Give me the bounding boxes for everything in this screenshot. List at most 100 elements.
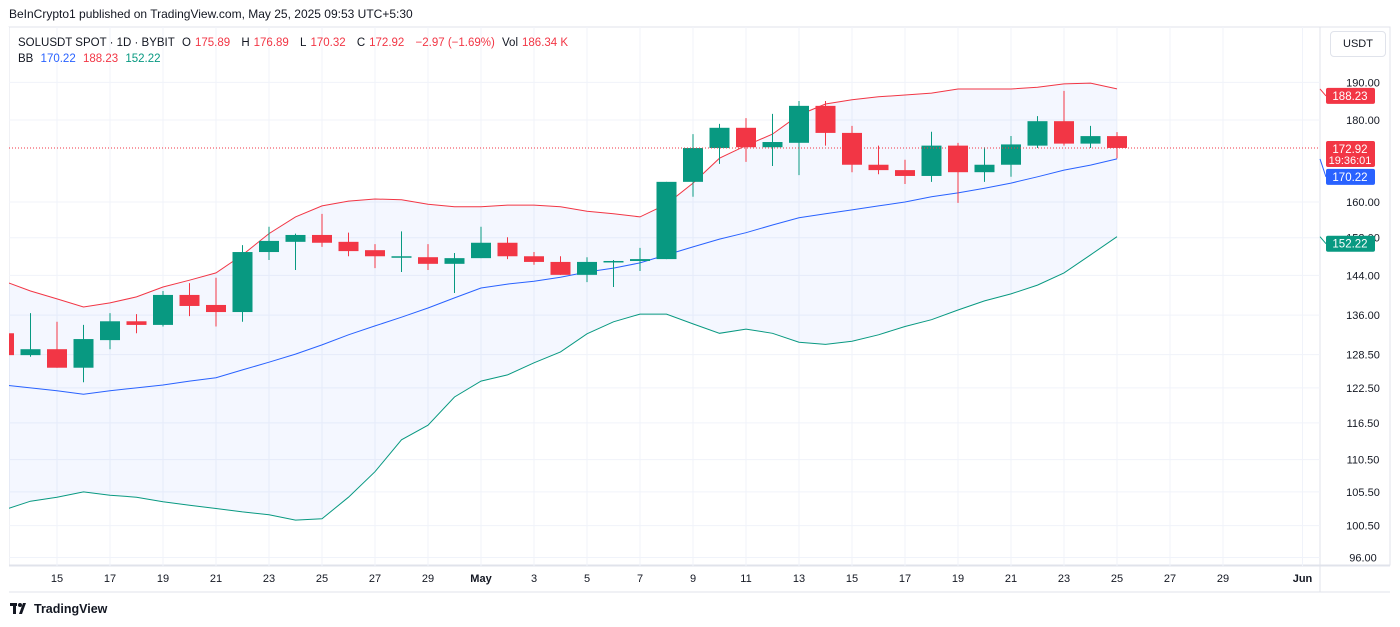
- candle-body: [73, 339, 94, 368]
- bb-lower-line: [3, 236, 1118, 521]
- low-label: L: [300, 37, 307, 49]
- axes: 96.00 100.50 105.50 110.50 116.50 122.50 128.5…: [51, 77, 1380, 585]
- volume-label: Vol: [502, 37, 519, 49]
- candle: [206, 277, 226, 327]
- candle-body: [1107, 136, 1127, 148]
- candle-body: [815, 105, 836, 133]
- candle-body: [709, 127, 730, 149]
- candle: [762, 113, 783, 166]
- candle: [1107, 132, 1127, 159]
- lower-price-label-connector: [1319, 236, 1327, 245]
- x-tick-label: 3: [531, 573, 537, 585]
- close-label: C: [356, 37, 366, 49]
- brand-label: TradingView: [34, 602, 108, 616]
- candle: [948, 142, 968, 203]
- publisher-line: BeInCrypto1 published on TradingView.com…: [9, 7, 413, 21]
- candle: [789, 100, 809, 176]
- y-tick-label: 128.50: [1346, 350, 1380, 362]
- x-tick-label: 19: [952, 573, 964, 585]
- candle-body: [683, 148, 703, 182]
- candle-body: [100, 321, 120, 341]
- candle: [338, 232, 359, 257]
- candle: [391, 231, 412, 272]
- candle-body: [206, 304, 226, 313]
- candle: [577, 257, 597, 283]
- x-tick-label: 21: [210, 573, 222, 585]
- candle: [126, 314, 147, 334]
- x-tick-label: 17: [899, 573, 911, 585]
- x-tick-label: May: [470, 573, 492, 585]
- candle-body: [656, 181, 677, 260]
- candle-body: [762, 142, 783, 148]
- candle: [179, 283, 200, 317]
- candle-body: [232, 252, 253, 313]
- candle-body: [312, 234, 332, 243]
- y-tick-label: 190.00: [1346, 77, 1380, 89]
- close-value: C 172.92: [357, 37, 409, 49]
- candle: [842, 125, 862, 173]
- candle: [815, 100, 836, 146]
- candle: [1054, 90, 1074, 146]
- y-tick-label: 110.50: [1347, 455, 1380, 467]
- bollinger-bands: [3, 82, 1118, 521]
- x-tick-label: 11: [740, 573, 751, 585]
- x-tick-label: 25: [316, 573, 328, 585]
- candle: [73, 324, 94, 383]
- lower-price-label: 152.22: [1332, 239, 1367, 251]
- candle: [232, 245, 253, 322]
- symbol-info[interactable]: SOLUSDT SPOT · 1D · BYBIT: [18, 37, 175, 49]
- candle-body: [789, 105, 809, 143]
- bb-label[interactable]: BB: [18, 53, 34, 65]
- x-tick-label: 17: [104, 573, 116, 585]
- candle-body: [1027, 121, 1048, 146]
- grid: [8, 26, 1391, 593]
- candle-body: [842, 132, 862, 165]
- candle-body: [471, 242, 491, 259]
- x-tick-label: 23: [1058, 573, 1070, 585]
- candle-body: [948, 145, 968, 173]
- candle: [630, 247, 650, 271]
- candle-body: [603, 260, 624, 263]
- x-tick-label: Jun: [1293, 573, 1313, 585]
- candle-body: [921, 145, 942, 176]
- open-number: 175.89: [194, 37, 231, 49]
- candle: [285, 233, 306, 271]
- y-tick-label: 122.50: [1346, 383, 1380, 395]
- left-mask: [0, 27, 9, 566]
- volume-value: Vol 186.34 K: [502, 37, 572, 49]
- ohlc-row: SOLUSDT SPOT · 1D · BYBIT O 175.89 H 176.8…: [18, 35, 576, 51]
- candle: [1001, 136, 1021, 177]
- candle: [47, 321, 67, 368]
- candle-body: [179, 294, 200, 306]
- candle-body: [1001, 144, 1021, 165]
- x-tick-label: 23: [263, 573, 275, 585]
- candle-body: [1080, 136, 1101, 144]
- x-tick-label: 29: [1217, 573, 1229, 585]
- y-tick-label: 96.00: [1349, 553, 1377, 565]
- candle-body: [444, 258, 465, 264]
- bb-basis-value: 170.22: [40, 53, 76, 65]
- open-value: O 175.89: [182, 37, 234, 49]
- y-tick-label: 160.00: [1346, 197, 1380, 209]
- candle: [974, 147, 995, 182]
- candle-body: [285, 234, 306, 242]
- tradingview-brand[interactable]: TradingView: [10, 602, 107, 616]
- candle: [709, 123, 730, 164]
- bb-upper-value: 188.23: [82, 53, 119, 65]
- candle-body: [259, 240, 279, 253]
- tradingview-logo-icon: [10, 603, 26, 614]
- bb-row: BB 170.22 188.23 152.22: [18, 51, 576, 67]
- candle: [895, 159, 915, 184]
- candle-body: [20, 349, 41, 356]
- candle: [683, 134, 703, 197]
- close-number: 172.92: [369, 37, 405, 49]
- x-tick-label: 29: [422, 573, 434, 585]
- bb-basis-line: [3, 158, 1118, 395]
- candle: [603, 260, 624, 288]
- x-tick-label: 7: [637, 573, 643, 585]
- candle-body: [153, 294, 173, 325]
- lower-price-label-bg: [1326, 235, 1375, 252]
- currency-button[interactable]: USDT: [1330, 31, 1386, 57]
- y-tick-label: 100.50: [1346, 521, 1380, 533]
